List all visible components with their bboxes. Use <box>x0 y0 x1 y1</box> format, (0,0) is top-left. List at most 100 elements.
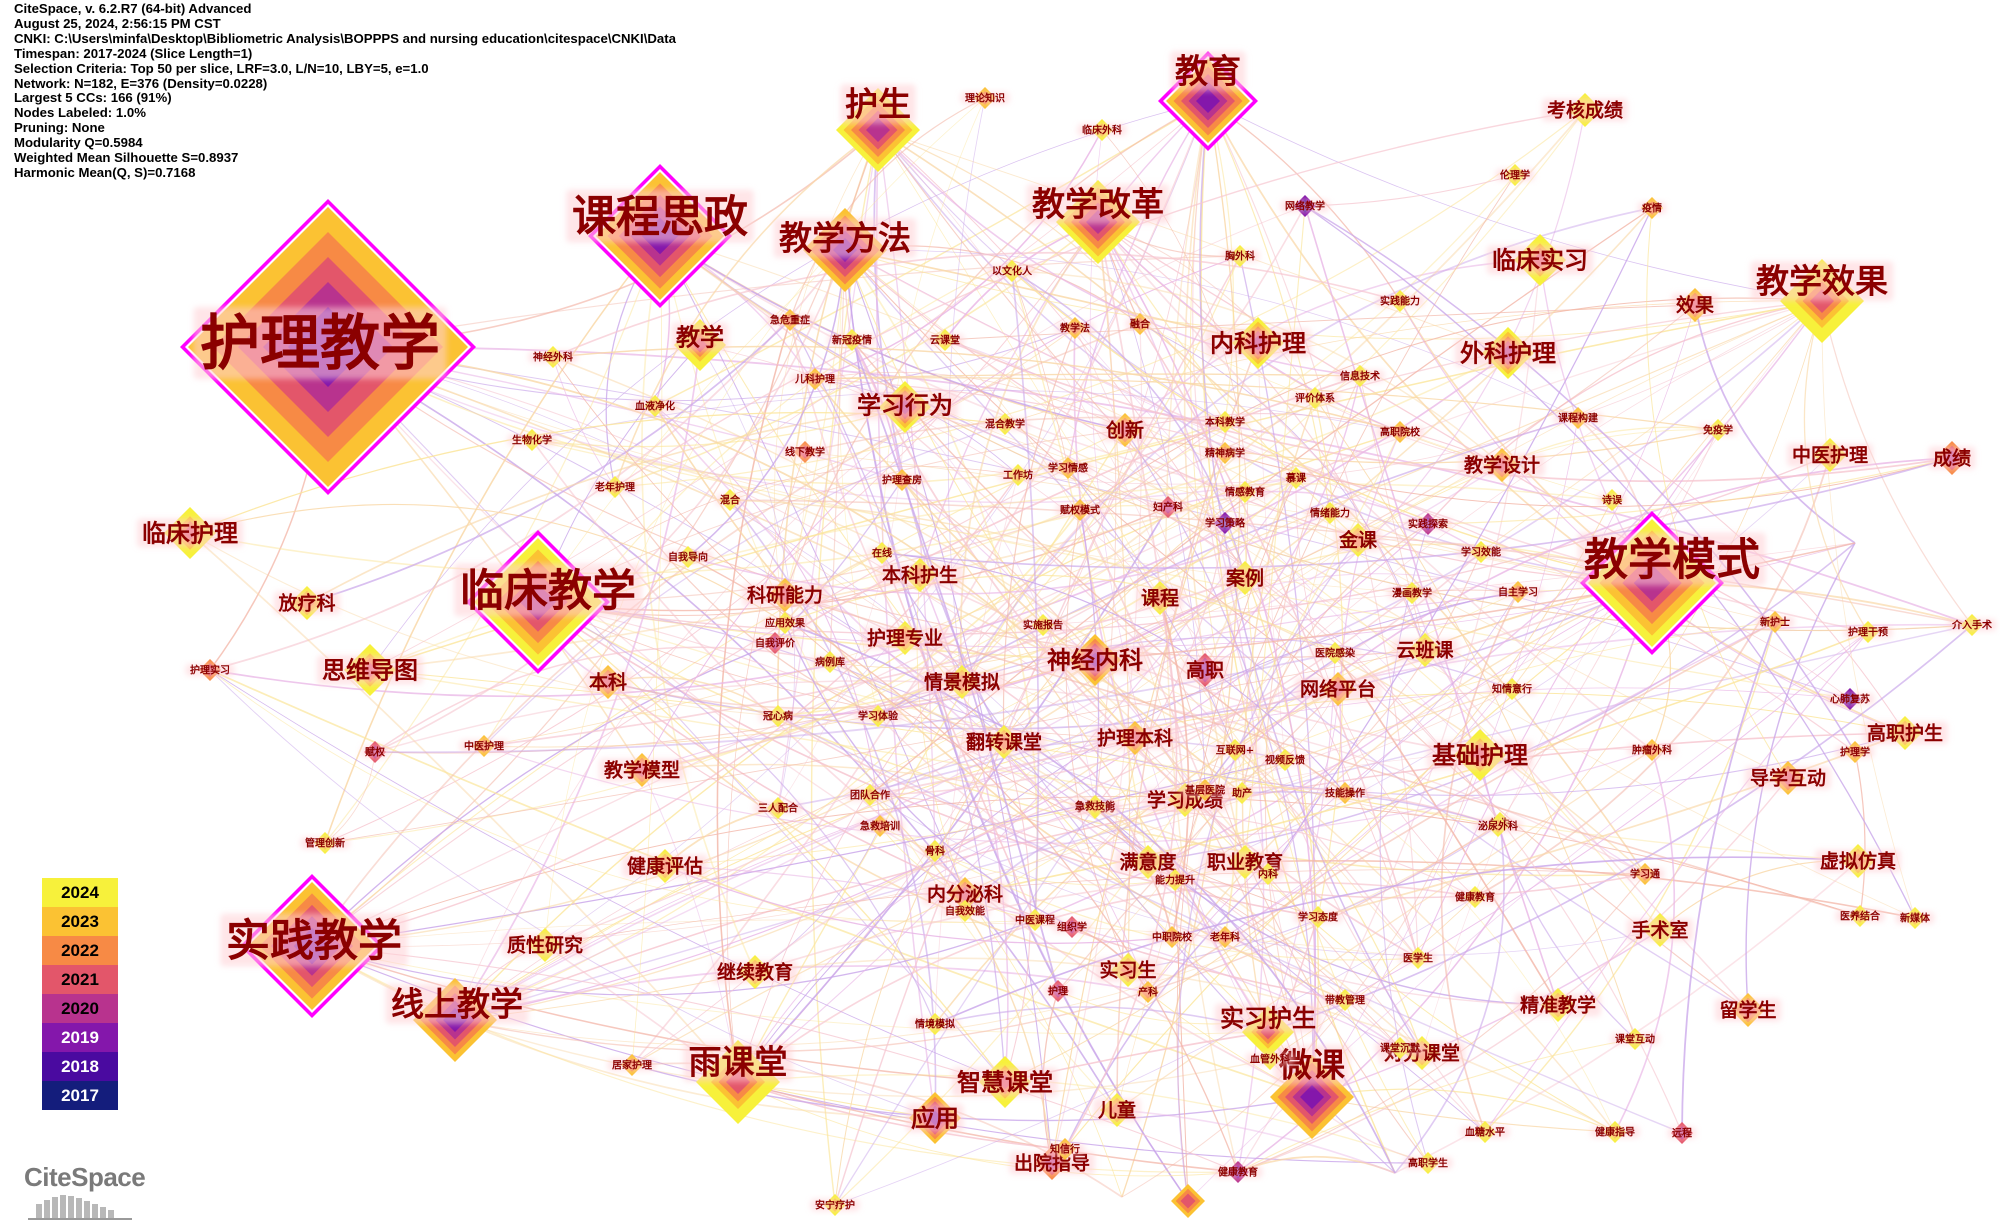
keyword-node[interactable]: 精神病学 <box>1200 442 1250 464</box>
keyword-node[interactable]: 儿科护理 <box>790 368 840 390</box>
keyword-node[interactable]: 临床护理 <box>137 507 243 559</box>
keyword-node[interactable]: 课堂互动 <box>1610 1028 1660 1050</box>
keyword-node[interactable]: 内科 <box>1253 863 1283 885</box>
keyword-node[interactable]: 课程构建 <box>1553 407 1603 429</box>
keyword-node[interactable]: 三人配合 <box>753 797 803 819</box>
keyword-node[interactable]: 实践教学 <box>220 874 408 1018</box>
keyword-node[interactable]: 网络教学 <box>1280 195 1330 217</box>
keyword-node[interactable]: 护理干预 <box>1843 621 1893 643</box>
keyword-node[interactable]: 思维导图 <box>317 644 423 696</box>
keyword-node[interactable]: 血管外科 <box>1245 1048 1295 1070</box>
keyword-node[interactable]: 临床实习 <box>1487 234 1593 286</box>
keyword-node[interactable]: 介入手术 <box>1947 614 1997 636</box>
keyword-node[interactable]: 管理创新 <box>300 832 350 854</box>
keyword-node[interactable]: 新护士 <box>1755 611 1795 633</box>
keyword-node[interactable] <box>1171 1184 1205 1218</box>
keyword-node[interactable]: 应用效果 <box>760 612 810 634</box>
keyword-node[interactable]: 高职学生 <box>1403 1152 1453 1174</box>
keyword-node[interactable]: 自我效能 <box>940 900 990 922</box>
keyword-node[interactable]: 教学法 <box>1055 317 1095 339</box>
keyword-node[interactable]: 漫画教学 <box>1387 582 1437 604</box>
keyword-node[interactable]: 基础护理 <box>1427 729 1533 781</box>
keyword-node[interactable]: 教学 <box>671 319 729 371</box>
keyword-node[interactable]: 学习通 <box>1625 863 1665 885</box>
keyword-node[interactable]: 产科 <box>1133 981 1163 1003</box>
keyword-node[interactable]: 临床外科 <box>1077 119 1127 141</box>
keyword-node[interactable]: 知信行 <box>1045 1138 1085 1160</box>
keyword-node[interactable]: 安宁疗护 <box>810 1194 860 1216</box>
keyword-node[interactable]: 线下教学 <box>780 441 830 463</box>
keyword-node[interactable]: 混合 <box>715 489 745 511</box>
keyword-node[interactable]: 学习行为 <box>852 381 958 433</box>
keyword-node[interactable]: 学习态度 <box>1293 906 1343 928</box>
keyword-node[interactable]: 高职 <box>1181 653 1229 687</box>
keyword-node[interactable]: 虚拟仿真 <box>1815 844 1901 878</box>
keyword-node[interactable]: 放疗科 <box>273 586 341 620</box>
keyword-node[interactable]: 翻转课堂 <box>961 725 1047 759</box>
keyword-node[interactable]: 中医护理 <box>1787 438 1873 472</box>
keyword-node[interactable]: 课堂沉默 <box>1375 1037 1425 1059</box>
keyword-node[interactable]: 教育 <box>1158 51 1258 151</box>
keyword-node[interactable]: 导学互动 <box>1745 761 1831 795</box>
keyword-node[interactable]: 线上教学 <box>385 978 529 1062</box>
keyword-node[interactable]: 妇产科 <box>1148 496 1188 518</box>
keyword-node[interactable]: 教学改革 <box>1026 180 1170 264</box>
keyword-node[interactable]: 团队合作 <box>845 784 895 806</box>
keyword-node[interactable]: 血糖水平 <box>1460 1121 1510 1143</box>
keyword-node[interactable]: 手术室 <box>1626 913 1694 947</box>
keyword-node[interactable]: 实习生 <box>1094 953 1162 987</box>
keyword-node[interactable]: 情境模拟 <box>910 1013 960 1035</box>
keyword-node[interactable]: 理论知识 <box>960 87 1010 109</box>
keyword-node[interactable]: 学习情感 <box>1043 457 1093 479</box>
keyword-node[interactable]: 实习护生 <box>1215 1003 1321 1058</box>
keyword-node[interactable]: 高职院校 <box>1375 421 1425 443</box>
keyword-node[interactable]: 工作坊 <box>998 464 1038 486</box>
keyword-node[interactable]: 健康评估 <box>622 849 708 883</box>
keyword-node[interactable]: 带教管理 <box>1320 989 1370 1011</box>
keyword-node[interactable]: 内分泌科 <box>922 877 1008 911</box>
keyword-node[interactable]: 网络平台 <box>1295 672 1381 706</box>
keyword-node[interactable]: 实践能力 <box>1375 290 1425 312</box>
keyword-node[interactable]: 肿瘤外科 <box>1627 739 1677 761</box>
keyword-node[interactable]: 雨课堂 <box>683 1040 793 1124</box>
keyword-node[interactable]: 学习策略 <box>1200 512 1250 534</box>
keyword-node[interactable]: 护理专业 <box>862 621 948 655</box>
keyword-node[interactable]: 视频反馈 <box>1260 749 1310 771</box>
keyword-node[interactable]: 情绪能力 <box>1305 502 1355 524</box>
keyword-node[interactable]: 继续教育 <box>712 955 798 989</box>
keyword-node[interactable]: 知情意行 <box>1487 678 1537 700</box>
keyword-node[interactable]: 情景模拟 <box>919 665 1005 699</box>
keyword-node[interactable]: 技能操作 <box>1320 782 1370 804</box>
keyword-node[interactable]: 情感教育 <box>1220 481 1270 503</box>
keyword-node[interactable]: 骨科 <box>920 840 950 862</box>
keyword-node[interactable]: 组织学 <box>1052 916 1092 938</box>
keyword-node[interactable]: 内科护理 <box>1205 317 1311 369</box>
keyword-node[interactable]: 健康教育 <box>1213 1161 1263 1183</box>
keyword-node[interactable]: 满意度 <box>1114 845 1182 879</box>
keyword-node[interactable]: 新冠疫情 <box>827 329 877 351</box>
keyword-node[interactable]: 护生 <box>836 84 920 172</box>
keyword-node[interactable]: 自主学习 <box>1493 581 1543 603</box>
keyword-node[interactable]: 护理本科 <box>1092 721 1178 755</box>
keyword-node[interactable]: 教学设计 <box>1459 448 1545 482</box>
keyword-node[interactable]: 在线 <box>867 542 897 564</box>
keyword-node[interactable]: 案例 <box>1221 561 1269 595</box>
keyword-node[interactable]: 云班课 <box>1391 633 1459 667</box>
keyword-node[interactable]: 以文化人 <box>987 260 1037 282</box>
keyword-node[interactable]: 生物化学 <box>507 429 557 451</box>
keyword-node[interactable]: 能力提升 <box>1150 869 1200 891</box>
keyword-node[interactable]: 精准教学 <box>1515 988 1601 1022</box>
keyword-node[interactable]: 信息技术 <box>1335 365 1385 387</box>
keyword-node[interactable]: 护理实习 <box>185 659 235 681</box>
keyword-node[interactable]: 医院感染 <box>1310 642 1360 664</box>
keyword-node[interactable]: 中职院校 <box>1147 926 1197 948</box>
keyword-node[interactable]: 慕课 <box>1281 467 1311 489</box>
keyword-node[interactable]: 云课堂 <box>925 329 965 351</box>
keyword-node[interactable]: 儿童 <box>1093 1093 1141 1127</box>
keyword-node[interactable]: 赋权模式 <box>1055 499 1105 521</box>
keyword-node[interactable]: 急危重症 <box>765 309 815 331</box>
keyword-node[interactable]: 护理查房 <box>877 469 927 491</box>
keyword-node[interactable]: 成绩 <box>1928 441 1976 475</box>
keyword-node[interactable]: 血液净化 <box>630 395 680 417</box>
keyword-node[interactable]: 创新 <box>1101 413 1149 447</box>
